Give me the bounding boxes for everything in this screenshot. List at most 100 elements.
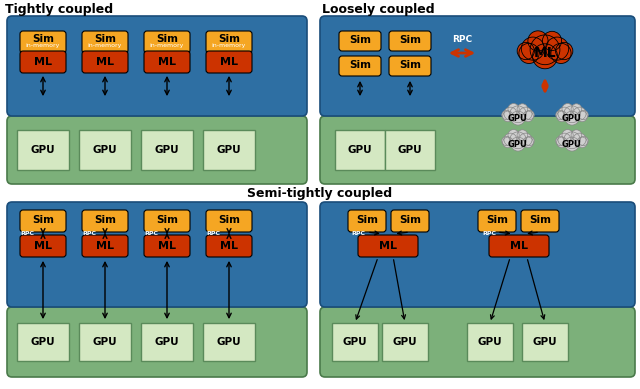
Text: Sim: Sim — [156, 215, 178, 225]
Text: GPU: GPU — [562, 140, 582, 149]
Bar — [385, 130, 435, 170]
Circle shape — [565, 111, 579, 125]
Circle shape — [519, 133, 532, 146]
Circle shape — [543, 32, 562, 51]
Bar — [141, 130, 193, 170]
Circle shape — [577, 111, 588, 122]
FancyBboxPatch shape — [521, 210, 559, 232]
Text: GPU: GPU — [93, 145, 117, 155]
Text: RPC: RPC — [482, 231, 496, 236]
Text: GPU: GPU — [155, 145, 179, 155]
Circle shape — [525, 110, 534, 120]
FancyBboxPatch shape — [7, 307, 307, 377]
FancyBboxPatch shape — [206, 51, 252, 73]
FancyBboxPatch shape — [358, 235, 418, 257]
Circle shape — [502, 111, 513, 122]
Text: in-memory: in-memory — [212, 42, 246, 47]
Circle shape — [558, 133, 571, 146]
Circle shape — [579, 137, 588, 145]
FancyBboxPatch shape — [20, 31, 66, 53]
FancyBboxPatch shape — [144, 235, 190, 257]
FancyBboxPatch shape — [320, 202, 635, 307]
Bar — [17, 323, 69, 361]
Circle shape — [517, 104, 528, 114]
Circle shape — [508, 103, 519, 115]
Circle shape — [504, 107, 517, 120]
FancyBboxPatch shape — [320, 307, 635, 377]
Text: Sim: Sim — [399, 60, 421, 70]
FancyBboxPatch shape — [82, 51, 128, 73]
Circle shape — [551, 43, 571, 63]
FancyBboxPatch shape — [339, 31, 381, 51]
Text: GPU: GPU — [562, 114, 582, 123]
Bar — [382, 323, 428, 361]
Text: Sim: Sim — [218, 215, 240, 225]
Text: GPU: GPU — [342, 337, 367, 347]
Text: Semi-tightly coupled: Semi-tightly coupled — [248, 187, 392, 200]
Bar — [203, 323, 255, 361]
Circle shape — [571, 130, 582, 140]
Circle shape — [577, 137, 588, 148]
Circle shape — [511, 137, 525, 151]
Text: ML: ML — [96, 57, 114, 67]
FancyBboxPatch shape — [7, 202, 307, 307]
FancyBboxPatch shape — [478, 210, 516, 232]
Bar — [79, 130, 131, 170]
Text: Sim: Sim — [399, 215, 421, 225]
FancyBboxPatch shape — [206, 235, 252, 257]
Circle shape — [546, 37, 569, 60]
Text: Sim: Sim — [156, 34, 178, 44]
Text: GPU: GPU — [31, 337, 55, 347]
FancyBboxPatch shape — [20, 51, 66, 73]
FancyBboxPatch shape — [82, 31, 128, 53]
Text: Sim: Sim — [218, 34, 240, 44]
FancyBboxPatch shape — [20, 235, 66, 257]
Text: GPU: GPU — [477, 337, 502, 347]
Text: GPU: GPU — [217, 145, 241, 155]
Circle shape — [557, 137, 567, 148]
Text: GPU: GPU — [508, 114, 528, 123]
Circle shape — [519, 107, 532, 120]
Circle shape — [502, 137, 513, 148]
Text: ML: ML — [158, 57, 176, 67]
Circle shape — [557, 111, 567, 122]
Circle shape — [556, 42, 573, 60]
Circle shape — [571, 104, 582, 114]
FancyBboxPatch shape — [320, 16, 635, 116]
Circle shape — [504, 133, 517, 146]
Text: RPC: RPC — [351, 231, 365, 236]
FancyBboxPatch shape — [348, 210, 386, 232]
Circle shape — [556, 110, 565, 120]
Text: RPC: RPC — [452, 35, 472, 44]
Circle shape — [508, 130, 519, 141]
Text: Sim: Sim — [94, 215, 116, 225]
FancyBboxPatch shape — [144, 210, 190, 232]
Text: ML: ML — [158, 241, 176, 251]
Text: Sim: Sim — [399, 35, 421, 45]
Circle shape — [573, 133, 586, 146]
Text: Tightly coupled: Tightly coupled — [5, 3, 113, 16]
Bar — [467, 323, 513, 361]
Text: Sim: Sim — [94, 34, 116, 44]
FancyBboxPatch shape — [82, 235, 128, 257]
Text: Sim: Sim — [349, 35, 371, 45]
Circle shape — [509, 132, 526, 149]
FancyBboxPatch shape — [339, 56, 381, 76]
Circle shape — [502, 137, 511, 145]
Text: GPU: GPU — [397, 145, 422, 155]
FancyBboxPatch shape — [7, 116, 307, 184]
Text: Loosely coupled: Loosely coupled — [322, 3, 435, 16]
Text: GPU: GPU — [93, 337, 117, 347]
Text: ML: ML — [534, 46, 556, 60]
Bar — [79, 323, 131, 361]
Bar — [203, 130, 255, 170]
Text: ML: ML — [220, 241, 238, 251]
Circle shape — [511, 111, 525, 125]
Text: Sim: Sim — [356, 215, 378, 225]
Bar — [335, 130, 385, 170]
Text: ML: ML — [34, 57, 52, 67]
FancyBboxPatch shape — [144, 31, 190, 53]
Bar — [332, 323, 378, 361]
Circle shape — [558, 107, 571, 120]
Text: RPC: RPC — [20, 231, 34, 236]
